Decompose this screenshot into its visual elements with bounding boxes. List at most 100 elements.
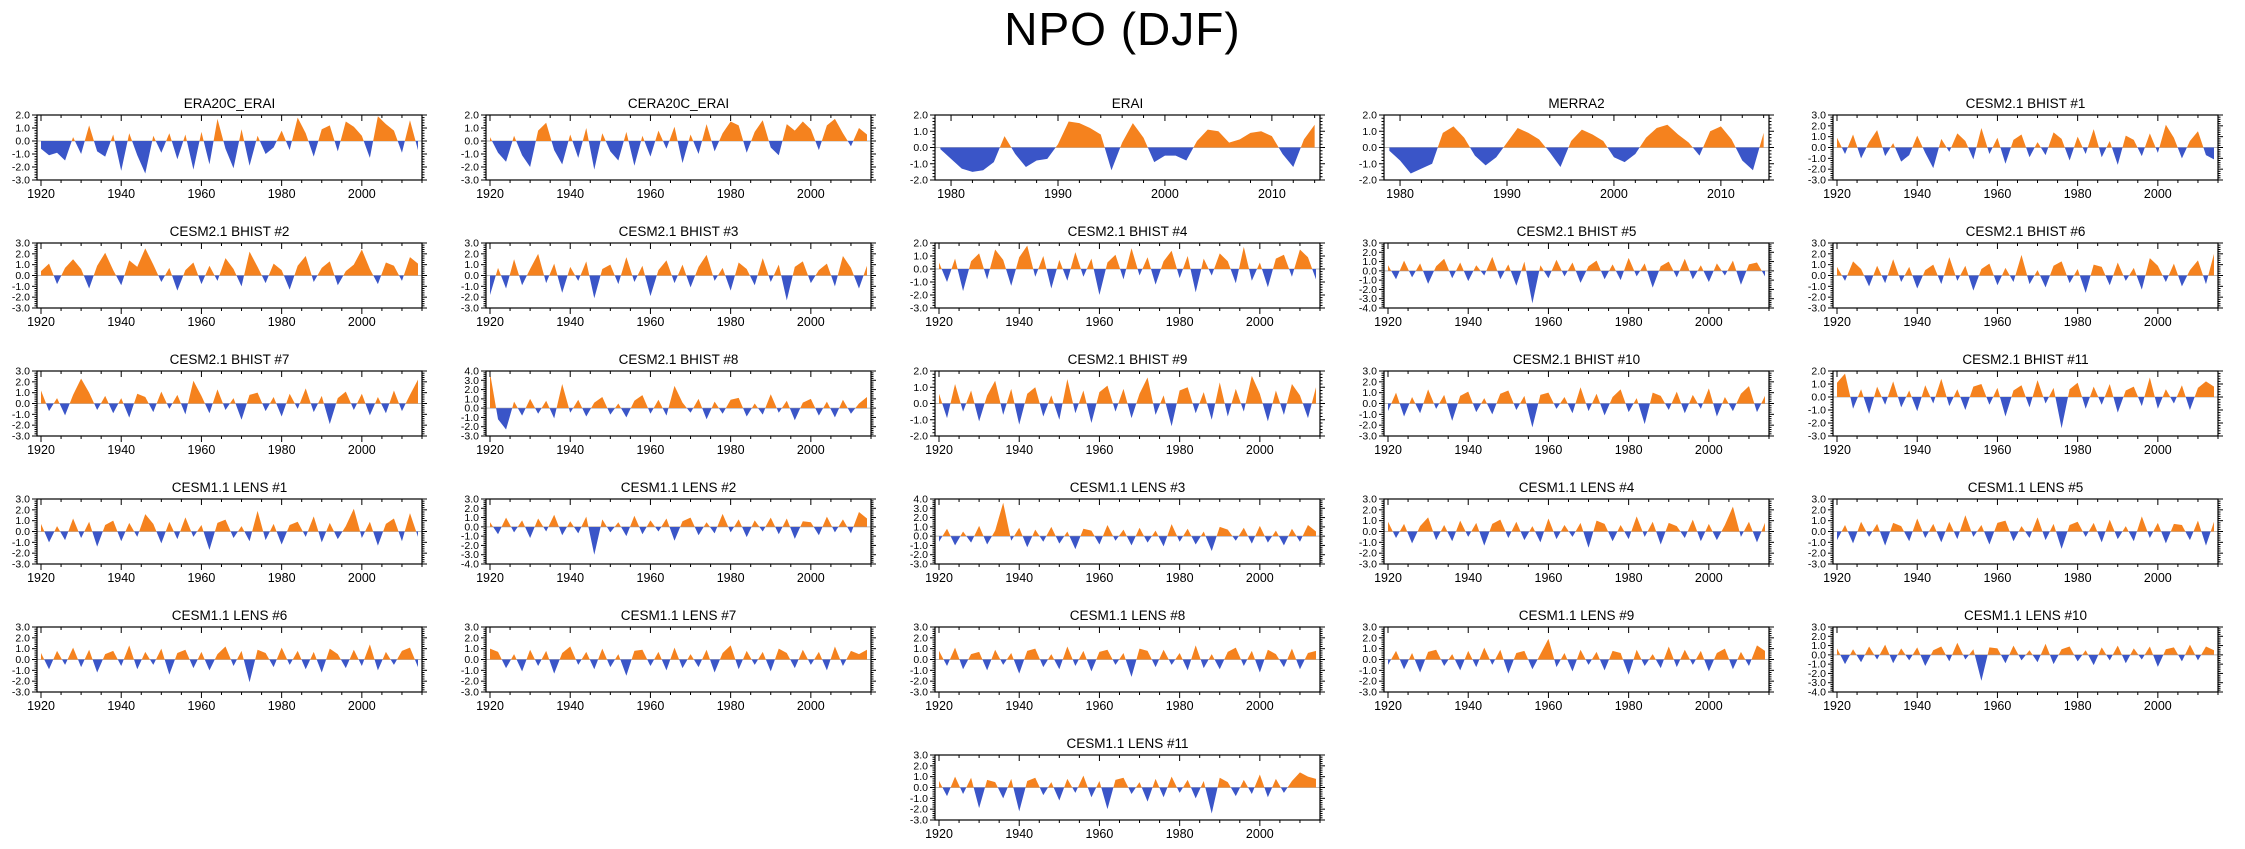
- panel-title: CESM2.1 BHIST #3: [619, 224, 739, 239]
- x-tick-label: 2010: [1707, 187, 1735, 201]
- y-tick-label: 2.0: [1362, 376, 1377, 388]
- y-tick-label: -2.0: [12, 676, 30, 688]
- y-tick-label: -2.0: [12, 292, 30, 304]
- y-tick-label: 3.0: [1362, 622, 1377, 634]
- x-tick-label: 1940: [1454, 443, 1482, 457]
- y-tick-label: -2.0: [1808, 548, 1826, 560]
- x-tick-label: 1980: [268, 443, 296, 457]
- y-tick-label: 1.0: [1362, 515, 1377, 527]
- x-tick-label: 1960: [1535, 443, 1563, 457]
- x-tick-label: 1940: [556, 571, 584, 585]
- x-tick-label: 1940: [556, 187, 584, 201]
- y-tick-label: 1.0: [1811, 515, 1826, 527]
- x-tick-label: 1980: [1615, 699, 1643, 713]
- x-tick-label: 1920: [1374, 699, 1402, 713]
- y-tick-label: 2.0: [464, 110, 479, 122]
- positive-area: [41, 116, 418, 141]
- chart-panel: CESM2.1 BHIST #1 3.02.01.00.0-1.0-2.0-3.…: [1808, 96, 2223, 201]
- y-tick-label: 1.0: [15, 387, 30, 399]
- y-tick-label: -2.0: [910, 175, 928, 187]
- y-tick-label: 0.0: [1362, 654, 1377, 666]
- negative-area: [41, 531, 418, 550]
- y-tick-label: -3.0: [12, 431, 30, 443]
- y-tick-label: -3.0: [461, 175, 479, 187]
- x-tick-label: 2000: [797, 571, 825, 585]
- y-tick-label: -2.0: [1359, 676, 1377, 688]
- x-tick-label: 1960: [1535, 571, 1563, 585]
- y-tick-label: 0.0: [913, 531, 928, 543]
- x-tick-label: 1980: [2064, 443, 2092, 457]
- negative-area: [490, 141, 867, 170]
- x-tick-label: 2000: [1151, 187, 1179, 201]
- panel-title: CESM2.1 BHIST #5: [1517, 224, 1637, 239]
- y-tick-label: -1.0: [12, 281, 30, 293]
- y-tick-label: -2.0: [461, 421, 479, 433]
- y-tick-label: 0.0: [1362, 265, 1377, 277]
- x-tick-label: 1960: [1984, 699, 2012, 713]
- y-tick-label: -3.0: [12, 687, 30, 699]
- panel-title: CESM2.1 BHIST #7: [170, 352, 290, 367]
- x-tick-label: 1990: [1493, 187, 1521, 201]
- plot-frame: [1832, 626, 2219, 693]
- x-tick-label: 2000: [1695, 699, 1723, 713]
- x-tick-label: 1920: [1374, 315, 1402, 329]
- chart-panel: CESM2.1 BHIST #3 3.02.01.00.0-1.0-2.0-3.…: [461, 224, 876, 329]
- x-tick-label: 1960: [1086, 827, 1114, 841]
- x-tick-label: 1920: [1823, 571, 1851, 585]
- y-tick-label: -3.0: [1808, 677, 1826, 689]
- x-tick-label: 1940: [1903, 699, 1931, 713]
- positive-area: [1388, 256, 1765, 271]
- x-tick-label: 1940: [107, 699, 135, 713]
- y-tick-label: -1.0: [910, 158, 928, 170]
- y-tick-label: 2.0: [15, 110, 30, 122]
- panel-title: CERA20C_ERAI: [628, 96, 729, 111]
- chart-panel: MERRA2 2.0 1.0 0.0 -1.0 -2.0 1980 1990 2000 2010: [1359, 96, 1774, 201]
- y-tick-label: 0.0: [15, 270, 30, 282]
- plot-frame: [934, 242, 1321, 309]
- positive-area: [490, 253, 867, 276]
- y-tick-label: 4.0: [913, 494, 928, 506]
- y-tick-label: -2.0: [1808, 292, 1826, 304]
- x-tick-label: 1960: [1086, 315, 1114, 329]
- x-tick-label: 1980: [1615, 571, 1643, 585]
- x-tick-label: 1960: [1535, 699, 1563, 713]
- x-tick-label: 1920: [1823, 315, 1851, 329]
- y-tick-label: 0.0: [1811, 270, 1826, 282]
- y-tick-label: 3.0: [1811, 494, 1826, 506]
- y-tick-label: 3.0: [464, 375, 479, 387]
- x-tick-label: 1940: [1005, 315, 1033, 329]
- y-tick-label: 2.0: [913, 632, 928, 644]
- positive-area: [1388, 638, 1765, 660]
- panel-title: CESM2.1 BHIST #10: [1513, 352, 1640, 367]
- y-tick-label: 1.0: [913, 382, 928, 394]
- panel-title: MERRA2: [1548, 96, 1604, 111]
- y-tick-label: 4.0: [464, 366, 479, 378]
- y-tick-label: 0.0: [15, 654, 30, 666]
- x-tick-label: 2000: [2144, 315, 2172, 329]
- x-tick-label: 2000: [2144, 443, 2172, 457]
- y-tick-label: 1.0: [1811, 131, 1826, 143]
- negative-area: [490, 659, 867, 676]
- x-tick-label: 1940: [1454, 571, 1482, 585]
- negative-area: [939, 787, 1316, 814]
- x-tick-label: 1920: [1374, 443, 1402, 457]
- x-tick-label: 1920: [925, 315, 953, 329]
- panel-title: CESM2.1 BHIST #2: [170, 224, 290, 239]
- panel-title: CESM2.1 BHIST #8: [619, 352, 739, 367]
- panel-title: CESM1.1 LENS #1: [172, 480, 288, 495]
- y-tick-label: -1.0: [461, 665, 479, 677]
- y-tick-label: 0.0: [913, 782, 928, 794]
- x-tick-label: 1940: [1005, 827, 1033, 841]
- y-tick-label: -1.0: [1359, 158, 1377, 170]
- plot-frame: [934, 498, 1321, 565]
- positive-area: [939, 245, 1316, 269]
- y-tick-label: -1.0: [1808, 281, 1826, 293]
- x-tick-label: 1960: [188, 443, 216, 457]
- y-tick-label: -1.0: [910, 793, 928, 805]
- y-tick-label: 2.0: [15, 632, 30, 644]
- x-tick-label: 1980: [1166, 699, 1194, 713]
- y-tick-label: 2.0: [1811, 120, 1826, 132]
- y-tick-label: 1.0: [1362, 256, 1377, 268]
